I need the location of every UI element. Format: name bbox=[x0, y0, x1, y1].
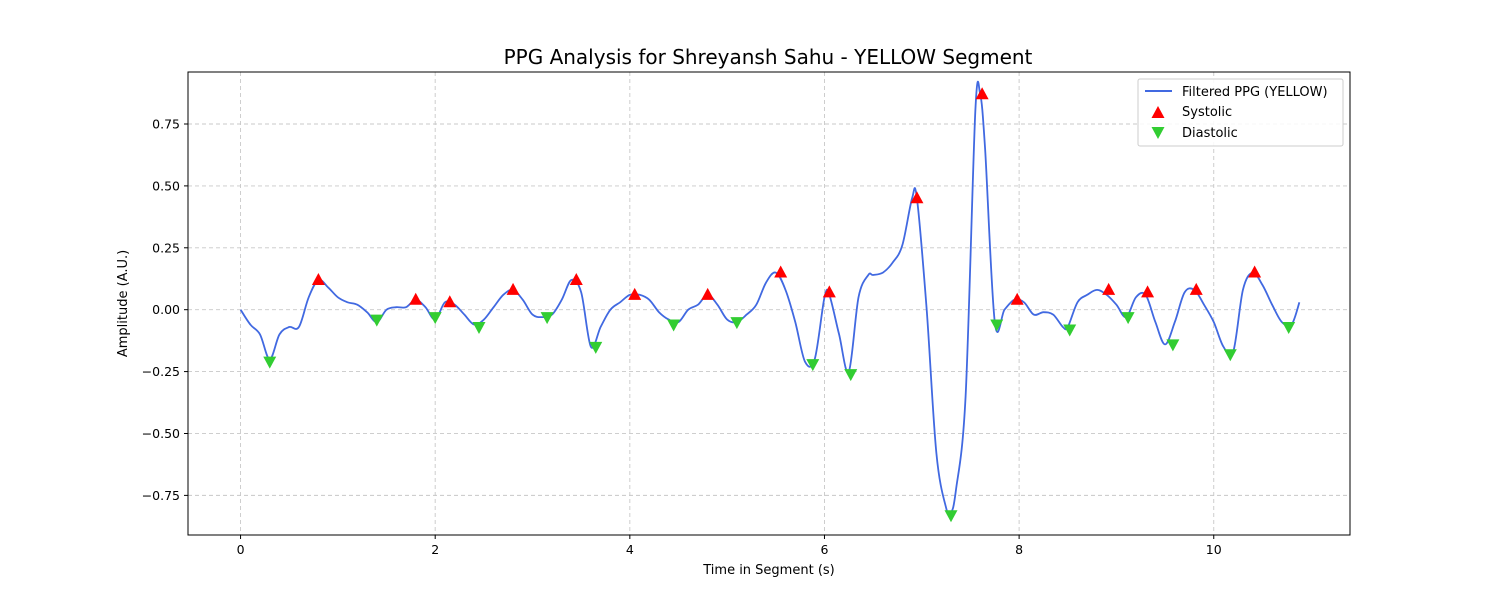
legend-box bbox=[1137, 78, 1344, 147]
legend-label-diastolic: Diastolic bbox=[1182, 126, 1238, 141]
diastolic-marker bbox=[844, 369, 858, 382]
systolic-marker bbox=[1102, 282, 1116, 295]
y-tick-label: −0.75 bbox=[142, 488, 180, 503]
series-layer bbox=[239, 80, 1301, 523]
diastolic-marker bbox=[472, 322, 486, 335]
diastolic-marker bbox=[667, 319, 681, 332]
diastolic-marker bbox=[1282, 322, 1296, 335]
y-tick-label: 0.00 bbox=[152, 302, 180, 317]
systolic-marker bbox=[1189, 282, 1203, 295]
x-tick-label: 10 bbox=[1206, 542, 1222, 557]
x-axis-label: Time in Segment (s) bbox=[702, 563, 834, 578]
y-tick-label: −0.50 bbox=[142, 426, 180, 441]
diastolic-marker bbox=[1121, 312, 1135, 325]
systolic-marker bbox=[506, 282, 520, 295]
diastolic-marker bbox=[263, 356, 277, 369]
x-tick-label: 2 bbox=[431, 542, 439, 557]
y-tick-label: 0.25 bbox=[152, 240, 180, 255]
plot-frame bbox=[187, 71, 1351, 536]
legend-label-filtered: Filtered PPG (YELLOW) bbox=[1182, 85, 1328, 100]
diastolic-marker bbox=[1063, 324, 1077, 337]
diastolic-marker bbox=[370, 314, 384, 327]
systolic-marker bbox=[569, 272, 583, 285]
systolic-marker bbox=[774, 265, 788, 278]
systolic-marker bbox=[628, 287, 642, 300]
x-tick-label: 6 bbox=[820, 542, 828, 557]
systolic-marker bbox=[1248, 265, 1262, 278]
diastolic-marker bbox=[990, 319, 1004, 332]
diastolic-marker bbox=[1166, 339, 1180, 352]
diastolic-marker bbox=[428, 312, 442, 325]
y-axis-label: Amplitude (A.U.) bbox=[116, 250, 131, 357]
diastolic-marker bbox=[1223, 349, 1237, 362]
systolic-marker bbox=[1141, 285, 1155, 298]
legend-diastolic-swatch bbox=[1151, 127, 1165, 139]
systolic-marker bbox=[409, 292, 423, 305]
diastolic-marker bbox=[589, 341, 603, 354]
tick-layer: 0 2 4 6 8 10 −0.75 −0.50 −0.25 0.00 0.25 0.50 0.75 bbox=[142, 116, 1222, 557]
systolic-marker bbox=[311, 272, 325, 285]
y-tick-label: 0.75 bbox=[152, 116, 180, 131]
diastolic-marker bbox=[944, 510, 958, 523]
x-tick-label: 0 bbox=[237, 542, 245, 557]
x-tick-label: 8 bbox=[1015, 542, 1023, 557]
y-tick-label: −0.25 bbox=[142, 364, 180, 379]
legend: Filtered PPG (YELLOW) Systolic Diastolic bbox=[1137, 78, 1344, 147]
ppg-signal-line bbox=[239, 80, 1301, 516]
diastolic-marker bbox=[730, 317, 744, 330]
y-tick-label: 0.50 bbox=[152, 178, 180, 193]
diastolic-marker bbox=[540, 312, 554, 325]
systolic-marker bbox=[910, 191, 924, 204]
systolic-marker bbox=[443, 295, 457, 308]
x-tick-label: 4 bbox=[626, 542, 634, 557]
legend-systolic-swatch bbox=[1151, 106, 1165, 118]
legend-label-systolic: Systolic bbox=[1182, 105, 1232, 120]
diastolic-marker bbox=[806, 359, 820, 372]
systolic-marker bbox=[1010, 292, 1024, 305]
systolic-marker bbox=[975, 87, 989, 100]
systolic-marker bbox=[701, 287, 715, 300]
chart-title: PPG Analysis for Shreyansh Sahu - YELLOW… bbox=[504, 45, 1033, 69]
systolic-marker bbox=[822, 285, 836, 298]
